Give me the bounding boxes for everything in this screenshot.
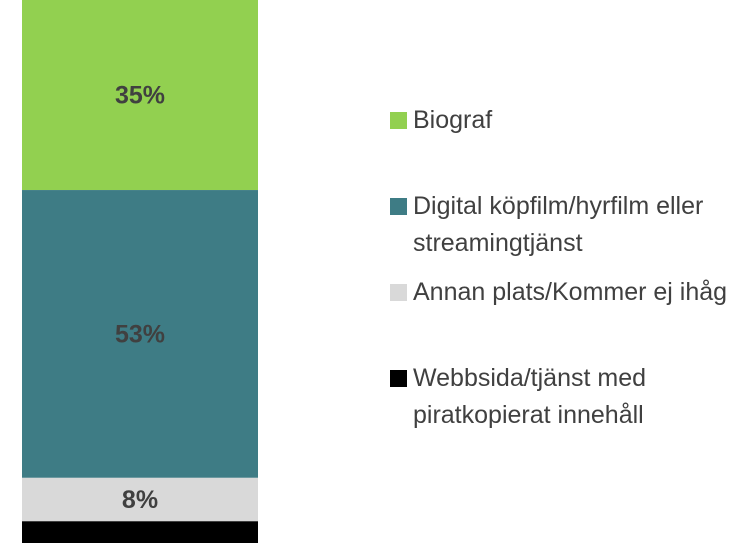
legend-label: Biograf <box>413 106 493 134</box>
bar-segment <box>22 477 258 522</box>
legend-swatch <box>390 112 407 129</box>
legend-label: Webbsida/tjänst med piratkopierat innehå… <box>413 364 646 429</box>
bar-segment <box>22 0 258 191</box>
legend-swatch <box>390 198 407 215</box>
legend-swatch <box>390 284 407 301</box>
value-label: 35% <box>115 82 165 110</box>
bar-segment <box>22 521 258 543</box>
bar-segment <box>22 190 258 478</box>
legend-label: Annan plats/Kommer ej ihåg <box>413 278 728 306</box>
legend-swatch <box>390 370 407 387</box>
legend-label: Digital köpfilm/hyrfilm eller streamingt… <box>413 192 704 257</box>
value-label: 8% <box>122 486 158 514</box>
value-label: 53% <box>115 321 165 349</box>
